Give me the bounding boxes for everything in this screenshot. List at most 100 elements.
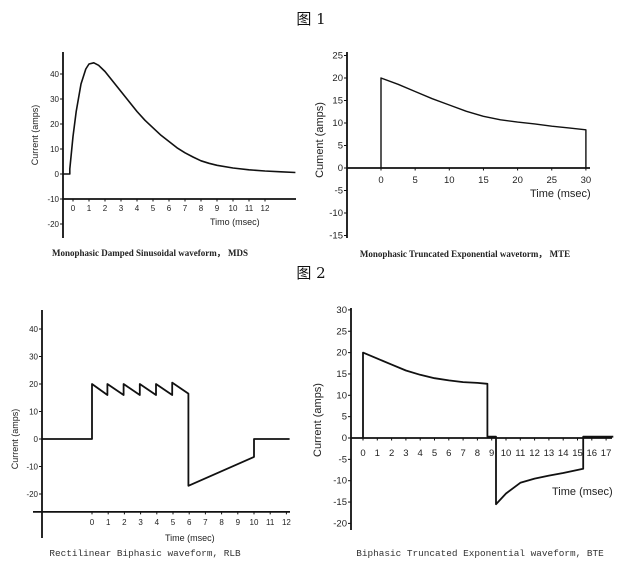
y-tick-label: 5	[338, 141, 343, 152]
x-tick-label: 13	[544, 448, 555, 459]
x-tick-label: 12	[529, 448, 540, 459]
y-axis-label: Current (amps)	[10, 409, 20, 470]
x-tick-label: 20	[512, 175, 523, 186]
x-tick-label: 5	[171, 518, 176, 527]
chart2-caption: Monophasic Truncated Exponential wavetor…	[360, 249, 570, 259]
y-axis-label: Cument (amps)	[314, 102, 326, 178]
x-tick-label: 0	[71, 204, 76, 213]
y-tick-label: 40	[50, 70, 59, 79]
x-tick-label: 8	[199, 204, 204, 213]
chart1-waveform-line	[63, 62, 296, 175]
x-tick-label: 9	[236, 518, 241, 527]
y-tick-label: -20	[26, 490, 38, 499]
y-axis-label: Current (amps)	[30, 105, 40, 166]
y-tick-label: -15	[333, 497, 347, 508]
y-tick-label: 20	[50, 120, 59, 129]
y-tick-label: -10	[26, 463, 38, 472]
figure-label-1: 图 1	[296, 10, 325, 28]
chart1-caption: Monophasic Damped Sinusoidal waveform， M…	[52, 248, 248, 258]
chart2-waveform-line	[380, 77, 587, 168]
y-tick-label: 10	[50, 145, 59, 154]
x-tick-label: 6	[187, 518, 192, 527]
x-tick-label: 0	[360, 448, 365, 459]
x-tick-label: 5	[151, 204, 156, 213]
x-axis-label: Time (msec)	[530, 188, 591, 200]
chart4-caption: Biphasic Truncated Exponential waveform,…	[356, 548, 604, 559]
x-tick-label: 11	[245, 204, 254, 213]
x-tick-label: 4	[155, 518, 160, 527]
x-tick-label: 11	[515, 448, 525, 459]
x-tick-label: 10	[501, 448, 512, 459]
y-tick-label: 30	[336, 305, 347, 316]
x-tick-label: 9	[489, 448, 494, 459]
y-tick-label: -20	[47, 220, 59, 229]
y-tick-label: 10	[332, 118, 343, 129]
y-tick-label: 25	[336, 326, 347, 337]
x-tick-label: 25	[546, 175, 557, 186]
x-axis-label: Time (msec)	[552, 486, 613, 498]
y-tick-label: 40	[29, 325, 38, 334]
x-tick-label: 3	[138, 518, 143, 527]
y-tick-label: 20	[29, 380, 38, 389]
x-tick-label: 11	[266, 518, 275, 527]
y-tick-label: -20	[333, 518, 347, 529]
x-tick-label: 30	[581, 175, 592, 186]
x-tick-label: 5	[413, 175, 418, 186]
y-tick-label: 15	[332, 96, 343, 107]
x-tick-label: 14	[558, 448, 569, 459]
y-tick-label: -10	[333, 476, 347, 487]
x-axis-label: Time (msec)	[165, 533, 215, 543]
x-tick-label: 1	[106, 518, 111, 527]
y-tick-label: -10	[329, 208, 343, 219]
x-tick-label: 6	[446, 448, 451, 459]
x-tick-label: 15	[478, 175, 489, 186]
y-tick-label: 5	[342, 412, 347, 423]
y-tick-label: 20	[332, 73, 343, 84]
figure-label-2: 图 2	[296, 264, 325, 282]
x-tick-label: 7	[183, 204, 188, 213]
y-tick-label: 0	[55, 170, 60, 179]
x-tick-label: 8	[219, 518, 224, 527]
x-tick-label: 0	[378, 175, 383, 186]
chart3-waveform-line	[41, 381, 290, 487]
x-tick-label: 2	[122, 518, 127, 527]
x-tick-label: 9	[215, 204, 220, 213]
x-tick-label: 0	[90, 518, 95, 527]
x-tick-label: 2	[103, 204, 108, 213]
chart3-caption: Rectilinear Biphasic waveform, RLB	[49, 548, 241, 559]
x-tick-label: 17	[601, 448, 612, 459]
x-tick-label: 1	[87, 204, 92, 213]
x-tick-label: 5	[432, 448, 437, 459]
x-tick-label: 3	[119, 204, 124, 213]
x-tick-label: 12	[261, 204, 270, 213]
y-tick-label: -5	[339, 454, 347, 465]
x-tick-label: 4	[418, 448, 423, 459]
y-tick-label: 0	[338, 163, 343, 174]
x-tick-label: 12	[282, 518, 291, 527]
y-tick-label: 10	[29, 408, 38, 417]
x-tick-label: 3	[403, 448, 408, 459]
y-tick-label: 30	[29, 353, 38, 362]
x-tick-label: 8	[475, 448, 480, 459]
x-tick-label: 16	[587, 448, 598, 459]
y-tick-label: 10	[336, 390, 347, 401]
x-axis-label: Timo (msec)	[210, 217, 260, 227]
x-tick-label: 7	[203, 518, 208, 527]
y-tick-label: 15	[336, 369, 347, 380]
x-tick-label: 2	[389, 448, 394, 459]
y-tick-label: 0	[342, 433, 347, 444]
x-tick-label: 10	[250, 518, 259, 527]
x-tick-label: 6	[167, 204, 172, 213]
x-tick-label: 1	[375, 448, 380, 459]
x-tick-label: 4	[135, 204, 140, 213]
y-tick-label: 20	[336, 348, 347, 359]
x-tick-label: 10	[229, 204, 238, 213]
y-tick-label: -5	[335, 186, 343, 197]
y-axis-label: Current (amps)	[312, 383, 324, 457]
y-tick-label: 25	[332, 51, 343, 62]
y-tick-label: 30	[50, 95, 59, 104]
y-tick-label: -10	[47, 195, 59, 204]
x-tick-label: 10	[444, 175, 455, 186]
y-tick-label: 0	[34, 435, 39, 444]
